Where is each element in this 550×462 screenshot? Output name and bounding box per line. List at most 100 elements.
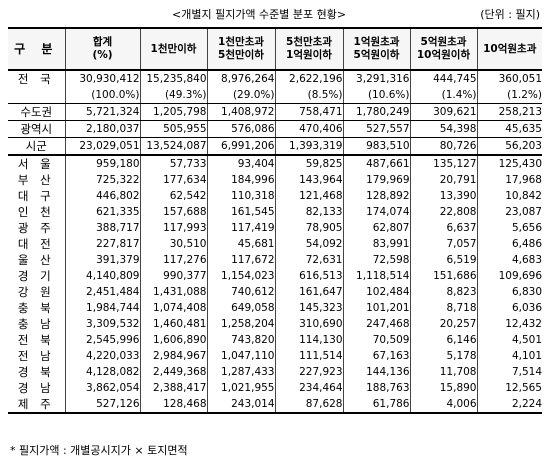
value-cell: (29.0%): [206, 87, 276, 104]
footnote: * 필지가액 : 개별공시지가 × 토지면적: [10, 444, 188, 457]
region-cell: 인 천: [8, 204, 66, 220]
value-cell: 7,057: [409, 236, 478, 252]
header-label: 구 분: [14, 41, 59, 56]
value-cell: 72,631: [274, 252, 344, 268]
region-cell: 제 주: [8, 396, 66, 413]
value-cell: 174,074: [342, 204, 411, 220]
region-cell: 서 울: [8, 155, 66, 172]
value-cell: 54,092: [274, 236, 344, 252]
value-cell: 258,213: [476, 103, 542, 121]
value-cell: 1,408,972: [206, 103, 276, 121]
region-cell: 경 북: [8, 364, 66, 380]
value-cell: 157,688: [139, 204, 208, 220]
table-row: 충 북 1,984,744 1,074,408 649,058 145,323 101,2…: [8, 300, 542, 316]
value-cell: 6,036: [476, 300, 542, 316]
value-cell: 102,484: [342, 284, 411, 300]
table-row: 제 주 527,126 128,468 243,014 87,628 61,786 4,00…: [8, 396, 542, 413]
value-cell: 4,683: [476, 252, 542, 268]
value-cell: 3,309,532: [64, 316, 141, 332]
value-cell: 227,923: [274, 364, 344, 380]
value-cell: 10,842: [476, 188, 542, 204]
unit-label: (단위 : 필지): [480, 8, 540, 21]
region-cell: 광 주: [8, 220, 66, 236]
group-row: 광역시 2,180,037 505,955 576,086 470,406 527,557…: [8, 120, 542, 138]
table-row: 광 주 388,717 117,993 117,419 78,905 62,807 6,63…: [8, 220, 542, 236]
value-cell: (49.3%): [139, 87, 208, 104]
region-cell: 전 국: [8, 70, 66, 87]
region-cell: 부 산: [8, 172, 66, 188]
header-column: 합계 (%): [64, 28, 141, 70]
header-label: 5억원초과: [420, 36, 467, 48]
header-label: 1천만초과: [218, 36, 264, 48]
header-label: 10억원초과: [483, 42, 537, 55]
value-cell: 6,146: [409, 332, 478, 348]
value-cell: 30,930,412: [64, 70, 141, 87]
value-cell: 117,419: [206, 220, 276, 236]
region-cell: 대 구: [8, 188, 66, 204]
header-label: 5천만이하: [218, 49, 264, 61]
value-cell: 959,180: [64, 155, 141, 172]
group-row: 수도권 5,721,324 1,205,798 1,408,972 758,471 1,7…: [8, 103, 542, 121]
region-cell: 울 산: [8, 252, 66, 268]
value-cell: 227,817: [64, 236, 141, 252]
region-cell: 수도권: [8, 103, 66, 121]
value-cell: 470,406: [274, 120, 344, 138]
value-cell: 144,136: [342, 364, 411, 380]
region-cell: 광역시: [8, 120, 66, 138]
national-row: 전 국 30,930,412 15,235,840 8,976,264 2,622,19…: [8, 70, 542, 87]
header-column: 1천만초과 5천만이하: [206, 28, 276, 70]
value-cell: 1,780,249: [342, 103, 411, 121]
value-cell: 121,468: [274, 188, 344, 204]
table-row: 경 남 3,862,054 2,388,417 1,021,955 234,464 188…: [8, 380, 542, 396]
value-cell: 22,808: [409, 204, 478, 220]
region-cell: 강 원: [8, 284, 66, 300]
value-cell: 15,890: [409, 380, 478, 396]
value-cell: 2,984,967: [139, 348, 208, 364]
header-column: 5천만초과 1억원이하: [274, 28, 344, 70]
value-cell: 360,051: [476, 70, 542, 87]
value-cell: 161,647: [274, 284, 344, 300]
value-cell: 15,235,840: [139, 70, 208, 87]
region-cell: 전 북: [8, 332, 66, 348]
value-cell: 117,993: [139, 220, 208, 236]
value-cell: 388,717: [64, 220, 141, 236]
value-cell: 576,086: [206, 120, 276, 138]
value-cell: 13,524,087: [139, 137, 208, 156]
value-cell: 4,101: [476, 348, 542, 364]
table-row: 서 울 959,180 57,733 93,404 59,825 487,661 135,1…: [8, 155, 542, 172]
value-cell: 12,565: [476, 380, 542, 396]
value-cell: 1,606,890: [139, 332, 208, 348]
value-cell: 110,318: [206, 188, 276, 204]
region-cell: 경 기: [8, 268, 66, 284]
value-cell: 20,791: [409, 172, 478, 188]
table-row: 경 북 4,128,082 2,449,368 1,287,433 227,923 144…: [8, 364, 542, 380]
value-cell: 1,258,204: [206, 316, 276, 332]
value-cell: 93,404: [206, 155, 276, 172]
value-cell: 128,892: [342, 188, 411, 204]
table-row: 충 남 3,309,532 1,460,481 1,258,204 310,690 247…: [8, 316, 542, 332]
region-cell: 시군: [8, 137, 66, 156]
table-body: 전 국 30,930,412 15,235,840 8,976,264 2,622,19…: [8, 70, 542, 413]
value-cell: 1,287,433: [206, 364, 276, 380]
header-label: 5천만초과: [286, 36, 332, 48]
value-cell: 184,996: [206, 172, 276, 188]
value-cell: 17,968: [476, 172, 542, 188]
value-cell: 6,991,206: [206, 137, 276, 156]
value-cell: 8,823: [409, 284, 478, 300]
value-cell: 5,656: [476, 220, 542, 236]
header-column: 1천만이하: [139, 28, 208, 70]
value-cell: 12,432: [476, 316, 542, 332]
value-cell: 4,140,809: [64, 268, 141, 284]
group-row: 시군 23,029,051 13,524,087 6,991,206 1,393,319…: [8, 137, 542, 156]
value-cell: 45,635: [476, 120, 542, 138]
header-label: 합계: [92, 36, 113, 48]
value-cell: 45,681: [206, 236, 276, 252]
value-cell: 758,471: [274, 103, 344, 121]
value-cell: 109,696: [476, 268, 542, 284]
value-cell: 111,514: [274, 348, 344, 364]
value-cell: 446,802: [64, 188, 141, 204]
value-cell: 505,955: [139, 120, 208, 138]
value-cell: 117,672: [206, 252, 276, 268]
table-title: <개별지 필지가액 수준별 분포 현황>: [172, 8, 347, 21]
value-cell: 23,087: [476, 204, 542, 220]
